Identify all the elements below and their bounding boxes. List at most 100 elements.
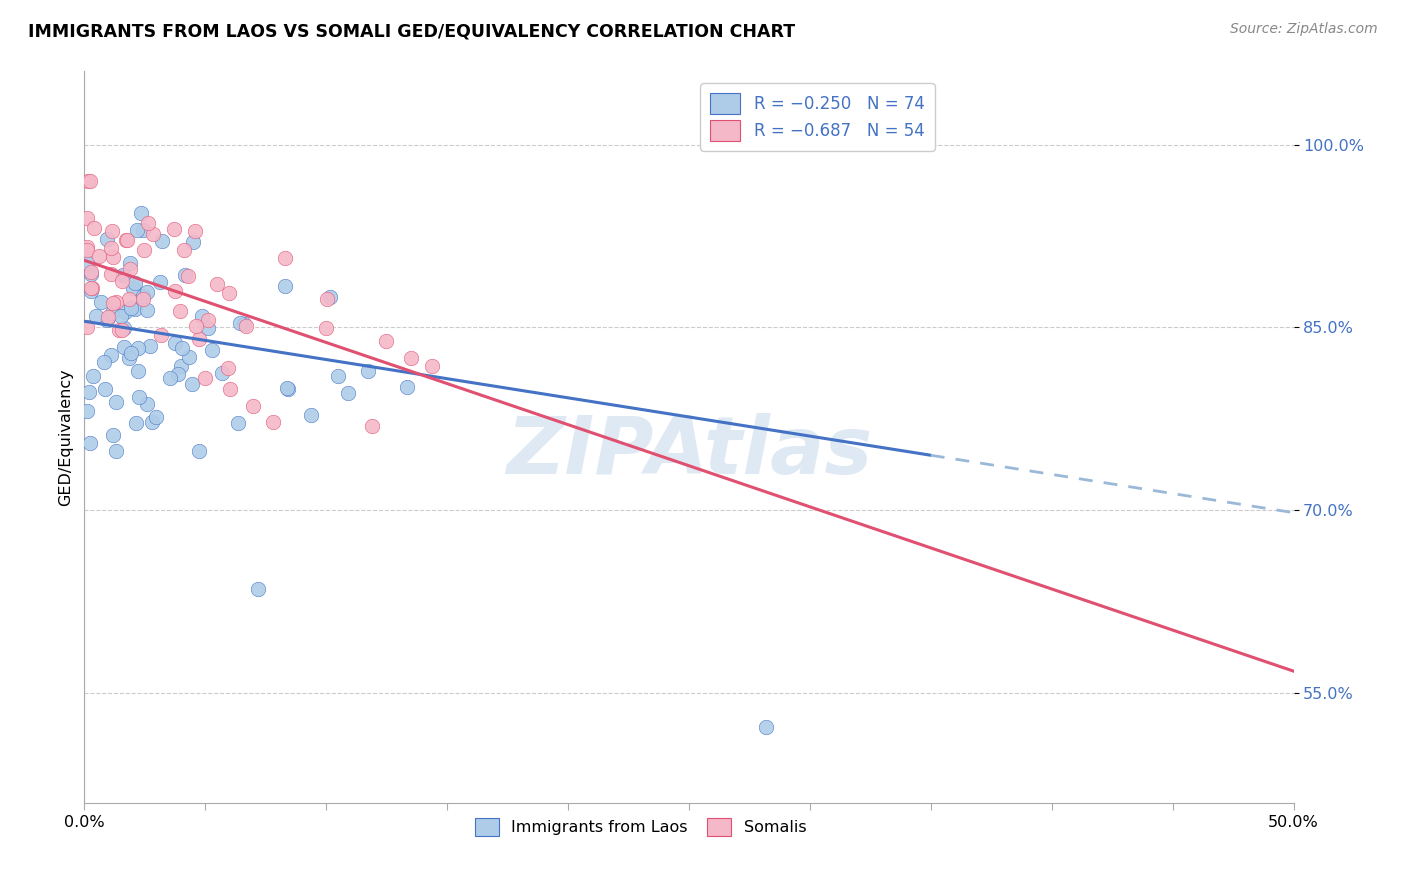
Point	[132, 223, 155, 237]
Point	[79, 436, 101, 450]
Point	[111, 268, 134, 283]
Point	[315, 321, 337, 335]
Point	[163, 222, 186, 236]
Y-axis label: GED/Equivalency: GED/Equivalency	[58, 368, 73, 506]
Point	[169, 359, 191, 373]
Point	[76, 174, 98, 188]
Point	[93, 355, 115, 369]
Point	[319, 289, 342, 303]
Point	[374, 334, 396, 348]
Text: Source: ZipAtlas.com: Source: ZipAtlas.com	[1230, 22, 1378, 37]
Point	[235, 318, 257, 333]
Legend: Immigrants from Laos, Somalis: Immigrants from Laos, Somalis	[468, 811, 813, 842]
Point	[120, 261, 142, 276]
Point	[136, 285, 159, 300]
Point	[191, 309, 214, 323]
Point	[79, 174, 101, 188]
Point	[399, 351, 422, 366]
Point	[132, 243, 155, 257]
Point	[132, 289, 155, 303]
Point	[149, 275, 172, 289]
Point	[242, 399, 264, 413]
Point	[80, 265, 103, 279]
Point	[127, 341, 149, 355]
Point	[165, 285, 187, 299]
Point	[76, 211, 98, 225]
Point	[76, 244, 98, 258]
Point	[105, 443, 128, 458]
Point	[104, 295, 127, 310]
Point	[217, 361, 239, 376]
Point	[755, 720, 778, 734]
Point	[76, 320, 98, 334]
Point	[326, 368, 349, 383]
Point	[145, 409, 167, 424]
Point	[357, 364, 380, 378]
Point	[124, 276, 146, 290]
Point	[218, 285, 240, 300]
Point	[120, 346, 142, 360]
Point	[118, 256, 141, 270]
Point	[117, 233, 139, 247]
Point	[77, 385, 100, 400]
Point	[124, 302, 146, 317]
Point	[125, 416, 148, 430]
Point	[183, 224, 205, 238]
Point	[96, 232, 118, 246]
Point	[127, 364, 149, 378]
Point	[396, 380, 419, 394]
Point	[76, 404, 98, 418]
Point	[173, 244, 195, 258]
Point	[128, 390, 150, 404]
Point	[205, 277, 228, 291]
Point	[100, 348, 122, 362]
Point	[107, 323, 129, 337]
Point	[170, 342, 193, 356]
Point	[229, 316, 252, 330]
Point	[131, 206, 153, 220]
Point	[100, 267, 122, 281]
Point	[101, 224, 124, 238]
Point	[82, 368, 104, 383]
Text: IMMIGRANTS FROM LAOS VS SOMALI GED/EQUIVALENCY CORRELATION CHART: IMMIGRANTS FROM LAOS VS SOMALI GED/EQUIV…	[28, 22, 796, 40]
Point	[150, 328, 173, 343]
Point	[197, 320, 219, 334]
Point	[274, 279, 297, 293]
Point	[118, 351, 141, 365]
Point	[299, 408, 322, 422]
Point	[136, 303, 159, 318]
Text: ZIPAtlas: ZIPAtlas	[506, 413, 872, 491]
Point	[122, 281, 145, 295]
Point	[83, 221, 105, 235]
Point	[110, 274, 132, 288]
Point	[101, 251, 124, 265]
Point	[110, 310, 132, 324]
Point	[336, 386, 359, 401]
Point	[174, 268, 197, 283]
Point	[86, 309, 108, 323]
Point	[100, 241, 122, 255]
Point	[80, 280, 103, 294]
Point	[114, 305, 136, 319]
Point	[97, 310, 120, 324]
Point	[167, 367, 190, 381]
Point	[169, 304, 191, 318]
Point	[93, 382, 115, 396]
Point	[112, 321, 135, 335]
Point	[142, 227, 165, 241]
Point	[177, 268, 200, 283]
Point	[80, 281, 103, 295]
Point	[141, 415, 163, 429]
Point	[104, 395, 127, 409]
Point	[76, 240, 98, 254]
Point	[118, 292, 141, 306]
Point	[194, 371, 217, 385]
Point	[139, 339, 162, 353]
Point	[276, 381, 298, 395]
Point	[76, 255, 98, 269]
Point	[233, 317, 256, 331]
Point	[132, 292, 155, 306]
Point	[96, 313, 118, 327]
Point	[101, 296, 124, 310]
Point	[101, 428, 124, 442]
